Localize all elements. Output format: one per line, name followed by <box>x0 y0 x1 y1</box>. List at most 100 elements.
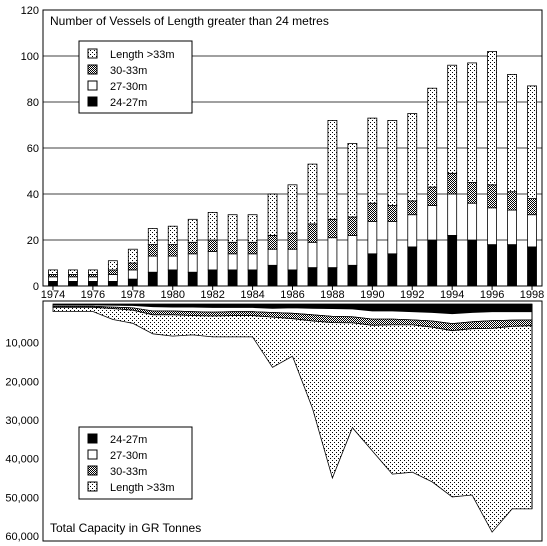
bar-27-30m-1989 <box>347 234 358 266</box>
bar-30-33m-1988 <box>327 218 338 239</box>
bar-30-33m-1995 <box>467 182 478 204</box>
x-tick-label: 1978 <box>121 289 145 301</box>
bottom-chart-title: Total Capacity in GR Tonnes <box>50 521 201 535</box>
bar-27-30m-1978 <box>127 269 138 280</box>
bar-30-33m-1979 <box>147 244 158 257</box>
bottom-legend-label-length-33: Length >33m <box>110 482 175 494</box>
top-legend-swatch-length-33 <box>87 48 98 59</box>
bar-27-30m-1988 <box>327 237 338 268</box>
bar-24-27m-1993 <box>427 239 438 287</box>
bar-30-33m-1984 <box>247 241 258 255</box>
bar-27-30m-1982 <box>207 251 218 271</box>
x-tick-label: 1982 <box>200 289 224 301</box>
bar-24-27m-1984 <box>247 269 258 287</box>
top-legend-entry-24-27: 24-27m <box>87 96 147 109</box>
bar-length-33m-1982 <box>207 211 218 241</box>
bar-length-33m-1992 <box>407 113 418 202</box>
bar-27-30m-1983 <box>227 253 238 271</box>
bar-27-30m-1996 <box>487 207 498 246</box>
bar-24-27m-1975 <box>68 280 78 287</box>
top-y-tick-label: 120 <box>21 5 39 17</box>
bottom-y-tick-label: 10,000 <box>5 338 39 350</box>
top-y-tick-label: 40 <box>27 189 39 201</box>
bar-30-33m-1991 <box>387 205 398 223</box>
top-y-tick-label: 100 <box>21 51 39 63</box>
bottom-y-tick-label: 30,000 <box>5 415 39 427</box>
bottom-chart-areas <box>52 303 533 533</box>
bottom-y-tick-label: 40,000 <box>5 454 39 466</box>
bottom-chart: 10,000 20,000 30,000 40,000 50,000 60,000 24-… <box>5 300 543 543</box>
top-chart: Number of Vessels of Length greater than… <box>21 5 545 301</box>
bar-24-27m-1977 <box>107 280 118 287</box>
bottom-legend-label-27-30: 27-30m <box>110 450 147 462</box>
bar-30-33m-1987 <box>307 223 318 243</box>
bottom-y-tick-label: 20,000 <box>5 376 39 388</box>
bar-24-27m-1980 <box>167 269 178 287</box>
top-y-tick-label: 60 <box>27 143 39 155</box>
x-tick-label: 1984 <box>240 289 264 301</box>
top-legend-swatch-27-30 <box>87 80 98 91</box>
bar-length-33m-1974 <box>48 269 58 275</box>
x-tick-label: 1998 <box>520 289 544 301</box>
bar-24-27m-1992 <box>407 246 418 287</box>
bar-24-27m-1986 <box>287 269 298 287</box>
top-legend-entry-length-33: Length >33m <box>87 48 175 61</box>
bar-24-27m-1976 <box>88 280 98 287</box>
bar-24-27m-1988 <box>327 267 338 287</box>
bar-27-30m-1992 <box>407 214 418 248</box>
bottom-legend-entry-length-33: Length >33m <box>87 481 175 494</box>
bar-24-27m-1998 <box>527 246 537 287</box>
bar-length-33m-1997 <box>507 74 517 193</box>
top-legend-swatch-24-27 <box>87 96 98 107</box>
bar-length-33m-1985 <box>267 193 278 236</box>
x-tick-label: 1986 <box>280 289 304 301</box>
bottom-chart-y-ticks: 10,000 20,000 30,000 40,000 50,000 60,000 <box>5 338 39 543</box>
top-legend-entry-30-33: 30-33m <box>87 64 147 77</box>
bottom-chart-legend: 24-27m 27-30m 30-33m Length >33m <box>78 426 193 500</box>
bar-24-27m-1985 <box>267 264 278 287</box>
top-legend-entry-27-30: 27-30m <box>87 80 147 93</box>
bar-length-33m-1977 <box>107 260 118 271</box>
bar-24-27m-1979 <box>147 271 158 287</box>
bar-length-33m-1976 <box>88 269 98 275</box>
bottom-y-tick-label: 50,000 <box>5 492 39 504</box>
bar-30-33m-1997 <box>507 191 517 211</box>
bar-24-27m-1990 <box>367 253 378 287</box>
top-chart-title: Number of Vessels of Length greater than… <box>50 14 329 28</box>
bar-24-27m-1991 <box>387 253 398 287</box>
top-chart-bars <box>48 51 537 287</box>
bar-27-30m-1990 <box>367 221 378 255</box>
bar-30-33m-1990 <box>367 202 378 222</box>
bar-24-27m-1983 <box>227 269 238 287</box>
x-tick-label: 1996 <box>480 289 504 301</box>
bar-24-27m-1978 <box>127 278 138 287</box>
bottom-legend-swatch-27-30 <box>87 449 98 460</box>
bar-30-33m-1978 <box>127 262 138 271</box>
bar-30-33m-1992 <box>407 200 418 216</box>
bottom-legend-entry-30-33: 30-33m <box>87 465 147 478</box>
bottom-legend-label-24-27: 24-27m <box>110 434 147 446</box>
bar-30-33m-1986 <box>287 232 298 250</box>
bar-24-27m-1995 <box>467 239 478 287</box>
x-tick-label: 1980 <box>160 289 184 301</box>
bottom-legend-swatch-30-33 <box>87 465 98 476</box>
bar-length-33m-1980 <box>167 225 178 245</box>
x-tick-label: 1990 <box>360 289 384 301</box>
bar-30-33m-1980 <box>167 244 178 257</box>
bar-length-33m-1979 <box>147 228 158 246</box>
bar-30-33m-1994 <box>447 172 458 195</box>
bar-27-30m-1991 <box>387 221 398 255</box>
bar-24-27m-1982 <box>207 269 218 287</box>
top-chart-y-ticks: 0 20 40 60 80 100 120 <box>21 5 39 293</box>
x-tick-label: 1988 <box>320 289 344 301</box>
bar-30-33m-1993 <box>427 186 438 206</box>
bottom-y-tick-label: 60,000 <box>5 531 39 543</box>
bottom-legend-label-30-33: 30-33m <box>110 466 147 478</box>
bar-length-33m-1998 <box>527 85 537 199</box>
bar-24-27m-1997 <box>507 244 517 287</box>
bar-length-33m-1988 <box>327 120 338 220</box>
bar-27-30m-1974 <box>48 276 58 282</box>
top-y-tick-label: 0 <box>33 281 39 293</box>
top-legend-label-30-33: 30-33m <box>110 65 147 77</box>
